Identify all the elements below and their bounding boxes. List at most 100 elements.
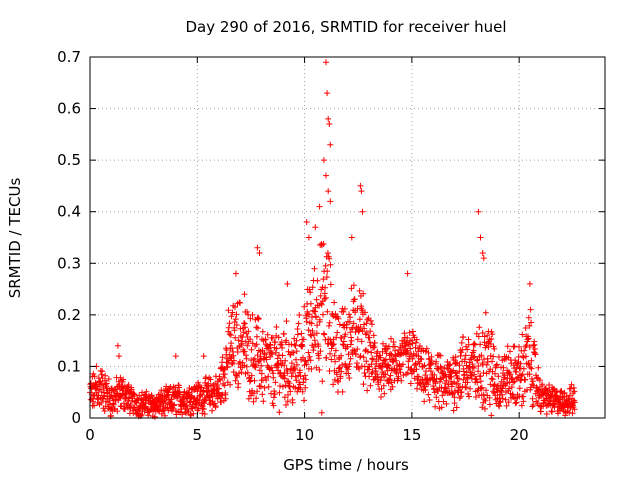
data-point [407, 380, 414, 387]
data-point [396, 366, 403, 373]
data-point [569, 410, 576, 417]
data-point [301, 303, 308, 310]
data-point [479, 330, 486, 336]
data-point [549, 408, 555, 415]
data-point [283, 318, 290, 325]
data-point [290, 349, 297, 356]
data-point [207, 376, 214, 383]
data-point [221, 382, 228, 389]
data-point [499, 395, 506, 402]
data-point [450, 407, 457, 414]
data-point [201, 411, 208, 417]
data-point [422, 372, 429, 379]
data-point [474, 356, 481, 363]
data-point [239, 334, 246, 341]
data-point [331, 299, 338, 306]
data-point [251, 377, 258, 384]
data-point [297, 373, 304, 380]
data-point [219, 354, 226, 361]
data-point [529, 395, 536, 402]
data-point [503, 402, 510, 409]
data-point [200, 353, 207, 360]
data-point [358, 188, 365, 195]
data-point [151, 413, 158, 420]
data-point [284, 368, 291, 374]
data-point [299, 388, 306, 395]
data-point [548, 391, 555, 398]
data-point [293, 348, 300, 355]
data-point [270, 402, 277, 409]
y-tick-label: 0.6 [57, 100, 81, 118]
data-point [316, 203, 323, 210]
data-point [466, 393, 472, 400]
data-point [397, 369, 404, 376]
data-point [322, 284, 329, 291]
data-point [350, 282, 357, 289]
data-point [302, 358, 309, 365]
data-point [451, 394, 458, 401]
data-point [489, 376, 496, 383]
data-point [509, 375, 516, 382]
data-point [231, 327, 238, 334]
data-point [308, 332, 315, 339]
data-point [483, 387, 489, 394]
data-point [172, 353, 179, 360]
data-point [306, 311, 313, 318]
data-point [90, 398, 97, 405]
data-point [395, 373, 402, 380]
data-point [228, 340, 235, 347]
data-point [243, 352, 249, 359]
data-point [413, 339, 419, 346]
data-point [334, 329, 341, 336]
data-point [379, 348, 386, 355]
data-point [241, 291, 248, 298]
data-point [404, 334, 411, 341]
data-point [320, 157, 327, 164]
data-point [360, 381, 367, 388]
data-point [478, 385, 485, 392]
data-point [228, 361, 235, 368]
data-point [344, 343, 351, 350]
data-point [363, 358, 370, 365]
data-point [381, 374, 388, 381]
data-point [377, 354, 384, 361]
data-point [437, 363, 444, 370]
data-point [322, 294, 329, 301]
data-point [443, 400, 450, 407]
data-point [357, 182, 364, 189]
data-point [512, 400, 519, 407]
data-point [271, 391, 278, 398]
data-point [480, 255, 487, 262]
data-point [305, 234, 312, 241]
data-point [489, 358, 495, 365]
data-point [567, 385, 574, 392]
data-point [443, 385, 450, 392]
data-point [330, 381, 337, 388]
data-point [284, 280, 291, 287]
data-point [294, 388, 301, 395]
data-point [446, 362, 453, 369]
data-point [343, 324, 350, 331]
data-point [465, 336, 472, 343]
data-point [337, 373, 344, 380]
data-point [254, 325, 261, 332]
data-point [122, 405, 128, 412]
data-point [279, 344, 286, 351]
data-point [360, 354, 367, 361]
data-point [362, 309, 368, 316]
data-point [306, 353, 313, 360]
data-point [120, 376, 127, 383]
data-point [526, 344, 533, 350]
data-point [507, 371, 514, 378]
y-tick-label: 0.7 [57, 48, 81, 66]
data-point [388, 351, 395, 358]
data-point [302, 376, 309, 383]
data-point [476, 324, 483, 331]
data-point [270, 394, 277, 401]
data-point [296, 312, 303, 318]
data-point [244, 369, 251, 376]
data-point [294, 361, 300, 368]
data-point [318, 301, 325, 308]
data-point [276, 389, 283, 396]
data-point [471, 340, 478, 347]
